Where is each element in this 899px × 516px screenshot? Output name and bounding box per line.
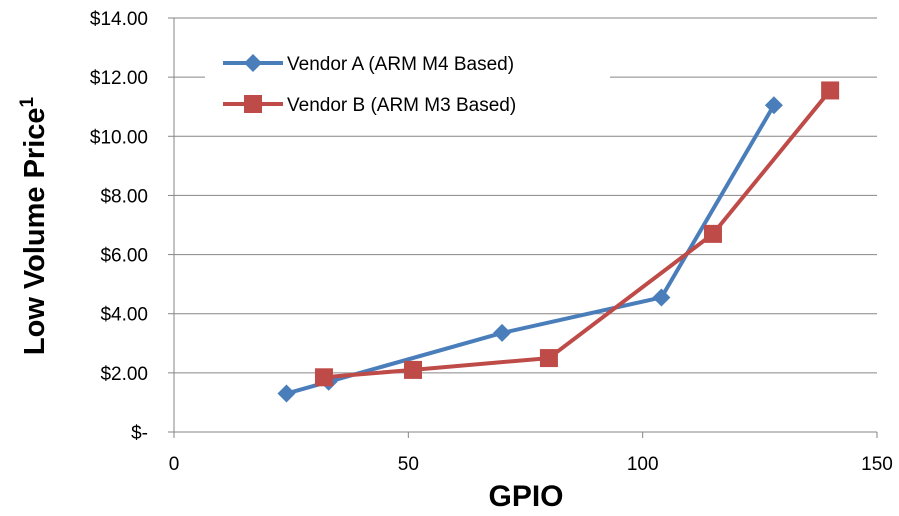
y-tick-label: $8.00 bbox=[100, 186, 148, 207]
x-tick-label: 100 bbox=[627, 454, 659, 475]
y-tick-label: $4.00 bbox=[100, 305, 148, 326]
x-tick-label: 50 bbox=[398, 454, 419, 475]
legend: Vendor A (ARM M4 Based) Vendor B (ARM M3 … bbox=[205, 38, 610, 130]
x-tick-label: 150 bbox=[861, 454, 893, 475]
y-tick-label: $10.00 bbox=[90, 127, 148, 148]
series-line bbox=[323, 89, 832, 380]
y-tick-label: $2.00 bbox=[100, 364, 148, 385]
x-axis-title: GPIO bbox=[488, 480, 563, 513]
series-vendor-a bbox=[277, 96, 783, 403]
series-line bbox=[285, 104, 776, 396]
data-point bbox=[314, 368, 333, 387]
y-axis-title: Low Volume Price1 bbox=[17, 96, 51, 355]
data-point bbox=[764, 96, 783, 115]
data-point bbox=[652, 288, 671, 307]
y-axis-ticks: $- $2.00 $4.00 $6.00 $8.00 $10.00 $12.00 $14.00 bbox=[90, 9, 174, 444]
legend-background bbox=[205, 38, 610, 130]
series-vendor-b bbox=[314, 81, 840, 387]
data-point bbox=[539, 349, 558, 368]
data-point bbox=[493, 323, 512, 342]
legend-label: Vendor B (ARM M3 Based) bbox=[287, 95, 516, 116]
y-tick-label: $12.00 bbox=[90, 68, 148, 89]
series-group bbox=[277, 81, 840, 403]
axes bbox=[173, 18, 877, 433]
legend-marker bbox=[244, 95, 262, 113]
y-axis-title-superscript: 1 bbox=[17, 96, 38, 107]
legend-label: Vendor A (ARM M4 Based) bbox=[287, 54, 514, 75]
data-point bbox=[404, 360, 423, 379]
y-tick-label: $- bbox=[131, 423, 148, 444]
x-axis-ticks: 0 50 100 150 bbox=[169, 432, 893, 475]
x-tick-label: 0 bbox=[169, 454, 180, 475]
legend-item: Vendor B (ARM M3 Based) bbox=[223, 95, 516, 116]
data-point bbox=[821, 81, 840, 100]
y-axis-title-text: Low Volume Price bbox=[19, 107, 51, 355]
y-tick-label: $6.00 bbox=[100, 246, 148, 267]
legend-item: Vendor A (ARM M4 Based) bbox=[223, 54, 514, 75]
data-point bbox=[277, 384, 296, 403]
y-tick-label: $14.00 bbox=[90, 9, 148, 30]
legend-marker bbox=[244, 54, 262, 72]
data-point bbox=[703, 224, 722, 243]
